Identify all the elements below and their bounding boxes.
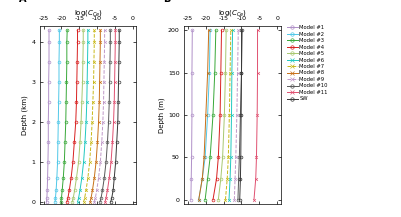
Text: B: B [163,0,171,4]
X-axis label: log($C_{Ce}$): log($C_{Ce}$) [218,8,247,18]
X-axis label: log($C_{Ce}$): log($C_{Ce}$) [74,8,103,18]
Y-axis label: Depth (m): Depth (m) [158,97,165,133]
Y-axis label: Depth (km): Depth (km) [22,95,28,135]
Text: A: A [19,0,26,4]
Legend: Model #1, Model #2, Model #3, Model #4, Model #5, Model #6, Model #7, Model #8, : Model #1, Model #2, Model #3, Model #4, … [287,25,328,101]
